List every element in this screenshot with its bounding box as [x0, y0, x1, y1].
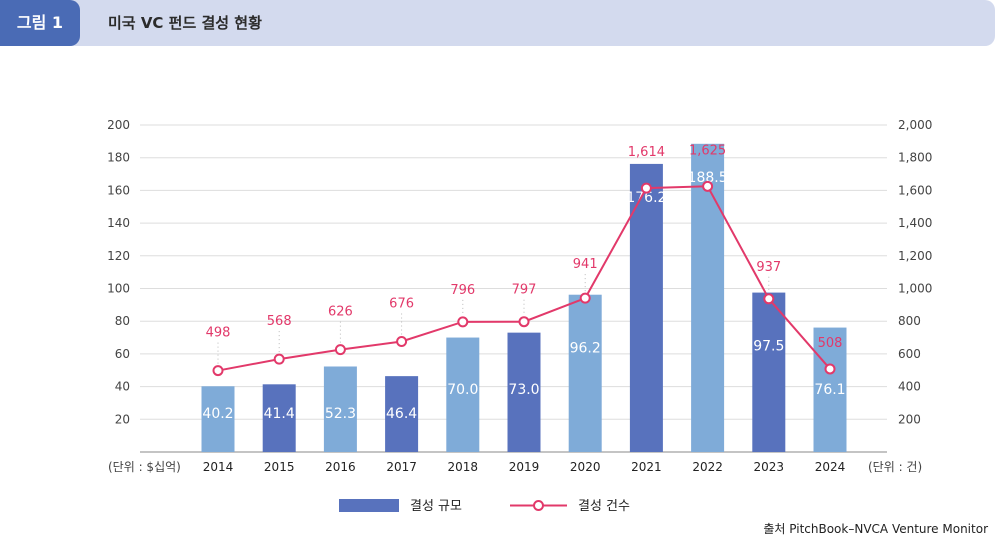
line-value-label: 937	[756, 260, 781, 275]
bar-value-label: 73.0	[508, 382, 539, 398]
bar-value-label: 96.2	[570, 341, 601, 357]
y-right-tick-label: 200	[898, 412, 921, 426]
bar-value-label: 40.2	[202, 406, 233, 422]
line-value-label: 508	[818, 336, 843, 351]
bar-value-label: 176.2	[626, 190, 666, 206]
bar-2014	[201, 386, 235, 452]
bar-value-label: 76.1	[814, 382, 845, 398]
bar-value-label: 41.4	[264, 406, 295, 422]
bar-value-label: 97.5	[753, 339, 784, 355]
y-left-tick-label: 80	[115, 314, 130, 328]
y-right-tick-label: 1,800	[898, 151, 932, 165]
y-right-tick-label: 1,200	[898, 249, 932, 263]
line-point-2014	[212, 365, 224, 377]
source-note: 출처 PitchBook–NVCA Venture Monitor	[763, 522, 988, 536]
legend-label-line: 결성 건수	[578, 499, 630, 514]
bar-2023	[752, 292, 786, 452]
x-tick-label: 2021	[631, 460, 662, 474]
x-tick-label: 2024	[815, 460, 846, 474]
line-value-label: 796	[450, 283, 475, 298]
bar-2024	[813, 327, 847, 452]
line-value-label: 498	[206, 326, 231, 341]
line-point-2015	[273, 353, 285, 365]
x-tick-label: 2020	[570, 460, 601, 474]
bar-value-label: 70.0	[447, 382, 478, 398]
y-right-tick-label: 400	[898, 380, 921, 394]
line-value-label: 797	[512, 283, 537, 298]
bar-value-label: 188.5	[688, 170, 728, 186]
y-left-tick-label: 160	[107, 183, 130, 197]
legend-swatch-bar	[339, 499, 399, 512]
y-right-tick-label: 1,000	[898, 282, 932, 296]
y-left-tick-label: 40	[115, 380, 130, 394]
line-point-2020	[579, 292, 591, 304]
y-left-tick-label: 200	[107, 118, 130, 132]
line-point-2022	[702, 180, 714, 192]
y-right-tick-label: 1,600	[898, 183, 932, 197]
x-tick-label: 2017	[386, 460, 417, 474]
y-left-tick-label: 140	[107, 216, 130, 230]
figure-title: 미국 VC 펀드 결성 현황	[108, 14, 262, 32]
legend-swatch-marker	[533, 500, 544, 511]
line-point-2018	[457, 316, 469, 328]
x-tick-label: 2023	[754, 460, 785, 474]
y-left-tick-label: 60	[115, 347, 130, 361]
line-point-2024	[824, 363, 836, 375]
y-left-axis-label: (단위 : $십억)	[108, 460, 181, 474]
bar-2021	[629, 163, 663, 452]
bar-2022	[691, 143, 725, 453]
y-right-axis-label: (단위 : 건)	[868, 460, 922, 474]
bar-2019	[507, 332, 541, 452]
y-right-tick-label: 600	[898, 347, 921, 361]
x-tick-label: 2019	[509, 460, 540, 474]
y-left-tick-label: 20	[115, 412, 130, 426]
line-point-2023	[763, 293, 775, 305]
y-right-tick-label: 1,400	[898, 216, 932, 230]
y-left-tick-label: 180	[107, 151, 130, 165]
bar-value-label: 46.4	[386, 406, 417, 422]
y-right-tick-label: 800	[898, 314, 921, 328]
y-left-tick-label: 100	[107, 282, 130, 296]
line-point-2021	[640, 182, 652, 194]
legend-label-bar: 결성 규모	[410, 499, 462, 514]
line-value-label: 941	[573, 257, 598, 272]
line-value-label: 1,614	[628, 145, 665, 160]
line-value-label: 676	[389, 296, 414, 311]
x-tick-label: 2016	[325, 460, 356, 474]
x-tick-label: 2018	[448, 460, 479, 474]
line-value-label: 1,625	[689, 143, 726, 158]
figure-label: 그림 1	[0, 0, 80, 46]
line-point-2017	[396, 335, 408, 347]
x-tick-label: 2014	[203, 460, 234, 474]
line-point-2019	[518, 316, 530, 328]
x-tick-label: 2022	[692, 460, 723, 474]
line-point-2016	[334, 344, 346, 356]
line-value-label: 626	[328, 305, 353, 320]
bar-2018	[446, 337, 480, 452]
line-value-label: 568	[267, 314, 292, 329]
bar-2020	[568, 294, 602, 452]
x-tick-label: 2015	[264, 460, 295, 474]
bar-2016	[323, 366, 357, 452]
y-left-tick-label: 120	[107, 249, 130, 263]
bar-value-label: 52.3	[325, 406, 356, 422]
y-right-tick-label: 2,000	[898, 118, 932, 132]
bar-2015	[262, 384, 296, 452]
bar-2017	[385, 376, 419, 452]
header-bar	[0, 0, 995, 46]
